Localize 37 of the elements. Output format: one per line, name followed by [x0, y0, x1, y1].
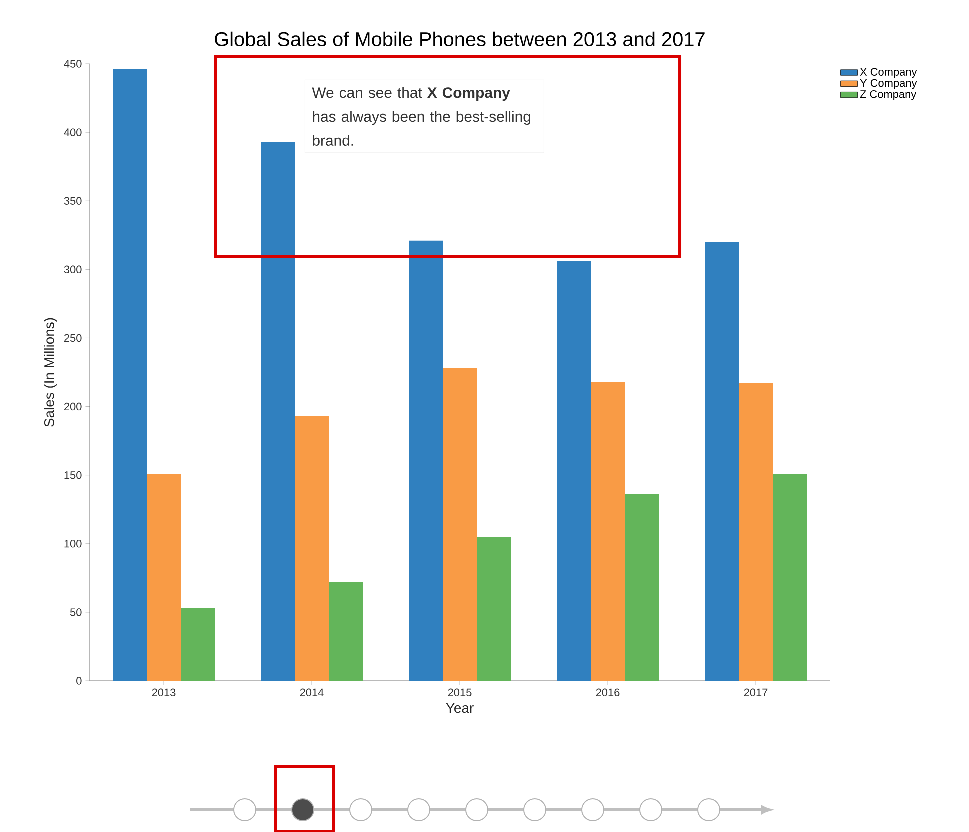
bar [113, 69, 147, 682]
x-tick-label: 2017 [744, 688, 768, 697]
bar [557, 261, 592, 682]
bar [409, 240, 444, 682]
y-tick-label: 100 [64, 540, 82, 548]
legend-label: Z Company [860, 90, 917, 100]
x-tick-label: 2015 [448, 688, 472, 697]
annotation: We can see that X Company has always been the best-selling brand. [312, 87, 530, 146]
legend-label: X Company [860, 68, 918, 78]
y-tick-label: 150 [64, 471, 82, 480]
bar [625, 494, 660, 682]
y-tick-label: 300 [64, 266, 82, 274]
bar [477, 537, 512, 682]
bar [261, 142, 296, 682]
y-tick-label: 400 [64, 128, 82, 136]
y-tick-label: 50 [70, 608, 82, 616]
legend-label: Y Company [860, 79, 918, 90]
y-axis-title: Sales (In Millions) [44, 318, 58, 427]
bar [443, 368, 478, 682]
y-tick-label: 450 [64, 60, 82, 68]
x-axis-title: Year [446, 703, 474, 714]
y-tick-label: 0 [76, 677, 82, 685]
x-tick-label: 2016 [596, 688, 620, 697]
x-tick-label: 2013 [152, 688, 176, 697]
bar [329, 582, 364, 682]
y-tick-label: 250 [64, 334, 82, 342]
y-tick-label: 200 [64, 402, 82, 411]
bar [591, 382, 626, 682]
bar [147, 474, 181, 682]
bar [705, 242, 740, 682]
bar [773, 474, 808, 682]
x-tick-label: 2014 [300, 688, 324, 697]
bar [739, 383, 774, 682]
bar [295, 416, 330, 682]
y-tick-label: 350 [64, 197, 82, 205]
bar [181, 608, 215, 682]
chart-title: Global Sales of Mobile Phones between 2013 and 2017 [215, 32, 705, 46]
